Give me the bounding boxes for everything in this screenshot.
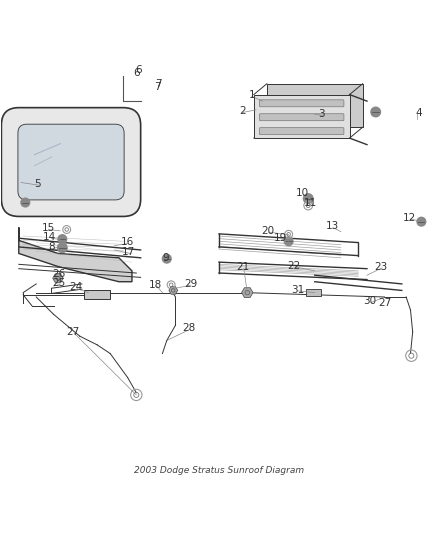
Text: 31: 31 <box>291 285 304 295</box>
Polygon shape <box>242 288 253 297</box>
FancyBboxPatch shape <box>1 108 141 216</box>
Text: 7: 7 <box>154 82 160 92</box>
Text: 23: 23 <box>375 262 388 271</box>
Text: 8: 8 <box>48 243 55 252</box>
Text: 27: 27 <box>67 327 80 337</box>
Polygon shape <box>254 94 350 138</box>
Polygon shape <box>123 125 134 204</box>
Polygon shape <box>19 199 134 204</box>
Bar <box>306 289 321 296</box>
Polygon shape <box>169 287 178 294</box>
Text: 2: 2 <box>240 106 246 116</box>
Text: 27: 27 <box>378 298 391 309</box>
FancyBboxPatch shape <box>18 124 124 200</box>
Text: 7: 7 <box>155 79 161 89</box>
Text: 29: 29 <box>184 279 198 289</box>
Text: 10: 10 <box>296 188 309 198</box>
Text: 25: 25 <box>53 278 66 288</box>
Text: 3: 3 <box>318 109 325 119</box>
Text: 24: 24 <box>70 282 83 293</box>
Text: 16: 16 <box>121 237 134 247</box>
FancyBboxPatch shape <box>259 128 344 135</box>
Circle shape <box>162 254 171 263</box>
Text: 17: 17 <box>122 247 135 257</box>
Text: 26: 26 <box>53 269 66 279</box>
Circle shape <box>58 235 67 244</box>
Polygon shape <box>84 290 110 299</box>
Text: 20: 20 <box>261 226 274 236</box>
Text: 4: 4 <box>415 108 422 118</box>
FancyBboxPatch shape <box>259 114 344 120</box>
Text: 14: 14 <box>42 232 56 242</box>
Circle shape <box>371 107 381 117</box>
Text: 1: 1 <box>248 90 255 100</box>
Text: 18: 18 <box>149 280 162 290</box>
Text: 19: 19 <box>274 233 287 243</box>
Text: 6: 6 <box>133 68 140 78</box>
Circle shape <box>417 217 426 226</box>
Polygon shape <box>19 228 132 282</box>
Text: 11: 11 <box>304 198 317 207</box>
Text: 2003 Dodge Stratus Sunroof Diagram: 2003 Dodge Stratus Sunroof Diagram <box>134 466 304 475</box>
Text: 9: 9 <box>162 253 169 263</box>
Circle shape <box>284 237 293 246</box>
Text: 30: 30 <box>364 296 377 306</box>
Polygon shape <box>53 274 63 283</box>
Text: 22: 22 <box>288 261 301 271</box>
FancyBboxPatch shape <box>259 100 344 107</box>
Text: 12: 12 <box>403 213 416 223</box>
Circle shape <box>21 198 30 207</box>
Text: 5: 5 <box>34 179 41 189</box>
Text: 15: 15 <box>41 223 55 233</box>
Polygon shape <box>267 84 363 127</box>
Circle shape <box>57 243 67 253</box>
Text: 21: 21 <box>237 262 250 272</box>
Text: 6: 6 <box>135 65 142 75</box>
Circle shape <box>304 194 313 204</box>
Text: 13: 13 <box>325 221 339 231</box>
Text: 28: 28 <box>182 324 195 333</box>
